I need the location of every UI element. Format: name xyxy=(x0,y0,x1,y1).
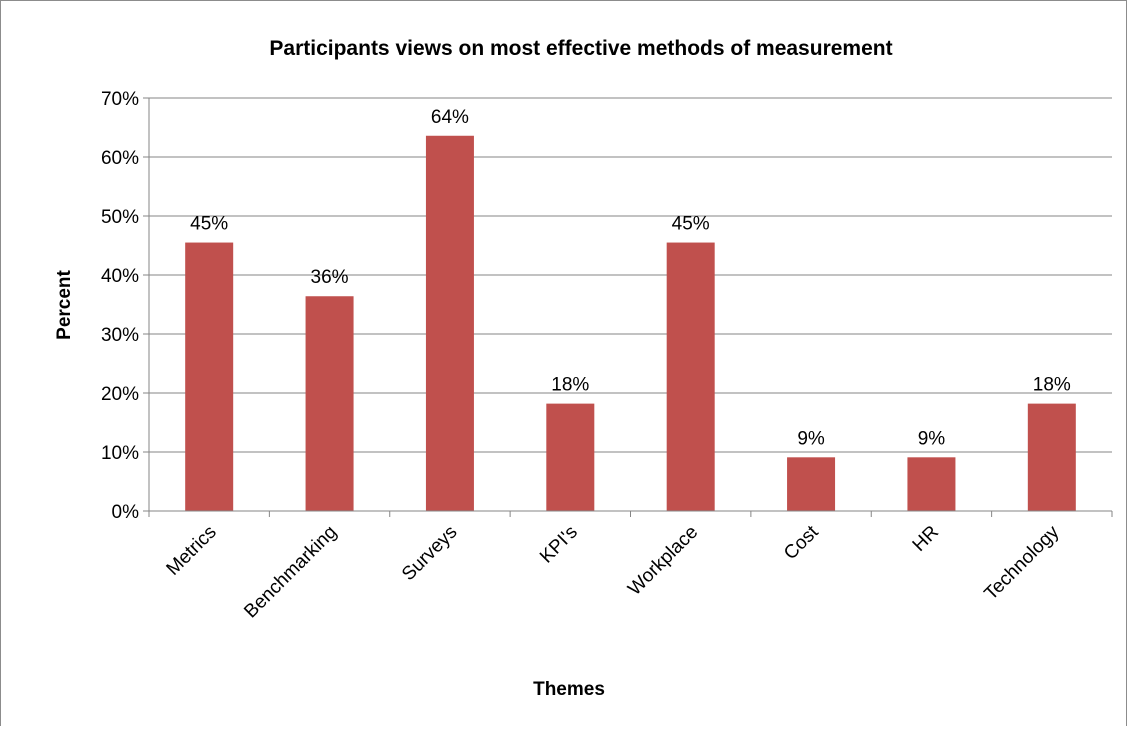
x-category-label: Surveys xyxy=(398,522,461,585)
bar-metrics xyxy=(185,242,234,512)
x-category-label: HR xyxy=(909,522,943,556)
y-tick-label: 40% xyxy=(101,266,139,287)
data-label: 9% xyxy=(797,428,825,449)
data-label: 36% xyxy=(311,267,349,288)
data-labels: 45% 36% 64% 18% 45% 9% 9% 18% xyxy=(190,107,1071,450)
data-label: 18% xyxy=(1033,375,1071,396)
x-axis-categories: Metrics Benchmarking Surveys KPI's Workplace… xyxy=(148,511,1113,623)
x-axis-title: Themes xyxy=(533,679,605,700)
y-tick-label: 20% xyxy=(101,384,139,405)
x-category-label: Technology xyxy=(981,521,1064,604)
bar-surveys xyxy=(425,135,474,511)
bar-technology xyxy=(1027,403,1076,511)
y-tick-label: 0% xyxy=(112,502,140,523)
y-axis-ticks: 0% 10% 20% 30% 40% 50% 60% 70% xyxy=(101,89,149,523)
bar-workplace xyxy=(666,242,715,512)
y-tick-label: 60% xyxy=(101,148,139,169)
x-category-label: Benchmarking xyxy=(240,522,341,623)
data-label: 18% xyxy=(551,375,589,396)
data-label: 9% xyxy=(918,428,946,449)
gridlines xyxy=(149,97,1112,453)
bars xyxy=(185,135,1076,512)
bar-benchmarking xyxy=(305,296,354,511)
bar-hr xyxy=(907,457,956,511)
y-axis-title: Percent xyxy=(54,269,75,339)
y-tick-label: 70% xyxy=(101,89,139,110)
x-category-label: Workplace xyxy=(624,522,702,600)
y-tick-label: 10% xyxy=(101,443,139,464)
x-category-label: KPI's xyxy=(536,522,582,568)
data-label: 45% xyxy=(672,214,710,235)
x-category-label: Metrics xyxy=(163,522,221,580)
y-tick-label: 50% xyxy=(101,207,139,228)
bar-cost xyxy=(787,457,836,511)
y-tick-label: 30% xyxy=(101,325,139,346)
chart-title: Participants views on most effective met… xyxy=(269,37,892,60)
bar-kpi-s xyxy=(546,403,595,511)
data-label: 64% xyxy=(431,107,469,128)
x-category-label: Cost xyxy=(780,521,823,564)
data-label: 45% xyxy=(190,214,228,235)
